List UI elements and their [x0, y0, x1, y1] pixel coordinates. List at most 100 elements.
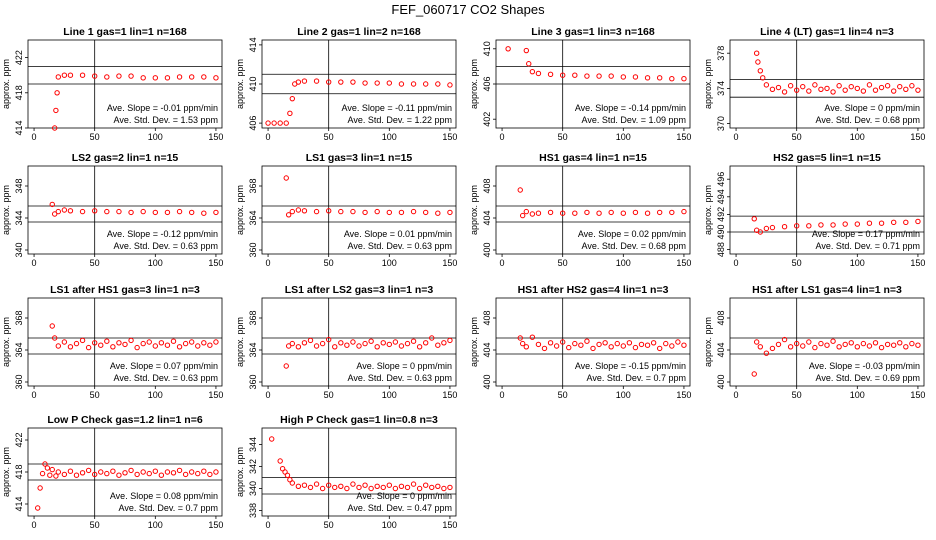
x-tick-label: 100: [382, 132, 397, 142]
plot-frame: [27, 297, 223, 387]
y-tick-label: 404: [482, 210, 492, 225]
data-point: [182, 340, 189, 347]
x-tick-label: 50: [324, 520, 334, 530]
data-point: [547, 209, 554, 216]
x-tick-label: 50: [792, 258, 802, 268]
y-tick-label: 406: [248, 116, 258, 131]
data-point: [656, 75, 663, 81]
plot-frame: [495, 297, 691, 387]
chart-panel: HS1 after LS1 gas=4 lin=1 n=3 0 50 100 150 40…: [703, 284, 925, 400]
data-point: [37, 485, 43, 491]
data-point: [848, 83, 854, 90]
data-point: [872, 340, 879, 346]
y-axis-label: approx. ppm: [235, 447, 245, 497]
panel-title: LS1 after LS2 gas=3 lin=1 n=3: [285, 284, 434, 296]
data-point: [669, 76, 675, 82]
x-tick-label: 0: [266, 132, 271, 142]
x-tick-label: 0: [500, 132, 505, 142]
data-point: [812, 344, 818, 351]
data-point: [188, 209, 195, 216]
data-point: [313, 343, 320, 349]
data-point: [559, 339, 566, 345]
data-point: [116, 340, 122, 346]
data-point: [374, 208, 380, 215]
y-tick-label: 414: [14, 120, 24, 135]
x-tick-label: 50: [792, 390, 802, 400]
data-point: [49, 466, 55, 473]
data-point: [848, 340, 854, 346]
x-tick-label: 100: [616, 390, 631, 400]
data-point: [176, 344, 183, 350]
data-point: [332, 484, 338, 491]
data-point: [140, 469, 146, 475]
plot-frame: [261, 427, 457, 517]
data-point: [152, 468, 159, 474]
data-point: [67, 468, 74, 474]
data-point: [325, 482, 332, 488]
panel-title: Line 2 gas=1 lin=2 n=168: [297, 26, 421, 38]
data-point: [164, 342, 171, 348]
data-point: [757, 229, 764, 235]
x-tick-label: 0: [500, 258, 505, 268]
panel-title: Line 4 (LT) gas=1 lin=4 n=3: [760, 26, 894, 38]
data-point: [307, 337, 314, 344]
std-annotation: Ave. Std. Dev. = 0.7 ppm: [587, 373, 686, 383]
data-point: [398, 209, 405, 216]
data-point: [140, 75, 146, 81]
data-point: [842, 221, 848, 227]
data-point: [332, 344, 338, 350]
data-point: [866, 220, 873, 226]
x-tick-label: 100: [148, 520, 163, 530]
data-point: [116, 73, 122, 79]
data-point: [146, 339, 152, 345]
data-point: [590, 345, 596, 352]
data-point: [650, 340, 657, 346]
data-point: [866, 343, 873, 349]
data-point: [626, 340, 633, 346]
data-point: [350, 339, 356, 345]
data-point: [897, 340, 903, 346]
chart-panel: LS1 after LS2 gas=3 lin=1 n=3 0 50 100 150 36…: [235, 284, 457, 400]
data-point: [608, 344, 614, 350]
data-point: [800, 343, 806, 349]
chart-panel: High P Check gas=1 lin=0.8 n=3 0 50 100 150 3…: [235, 414, 457, 530]
data-point: [319, 485, 326, 492]
y-axis-label: approx. ppm: [469, 59, 479, 109]
data-point: [44, 465, 51, 471]
data-point: [176, 208, 183, 215]
data-point: [903, 86, 909, 92]
data-point: [830, 338, 836, 344]
x-tick-label: 50: [90, 520, 100, 530]
data-point: [51, 125, 58, 131]
data-point: [535, 341, 542, 348]
data-point: [517, 335, 523, 341]
y-tick-label: 368: [248, 310, 258, 325]
data-point: [98, 469, 104, 475]
y-axis-label: approx. ppm: [235, 317, 245, 367]
data-point: [842, 341, 848, 348]
panel-title: HS2 gas=5 lin=1 n=15: [773, 152, 881, 164]
data-point: [289, 480, 296, 486]
y-tick-label: 340: [248, 481, 258, 496]
data-point: [781, 224, 788, 230]
data-point: [110, 344, 116, 350]
data-point: [392, 339, 399, 345]
slope-annotation: Ave. Slope = 0.02 ppm/min: [578, 229, 686, 239]
data-point: [404, 340, 411, 347]
data-point: [572, 210, 578, 216]
panel-title: Line 3 gas=1 lin=3 n=168: [531, 26, 655, 38]
std-annotation: Ave. Std. Dev. = 0.68 ppm: [582, 241, 686, 251]
data-point: [760, 75, 766, 81]
chart-panel: Line 4 (LT) gas=1 lin=4 n=3 0 50 100 150 370 3…: [703, 26, 925, 142]
data-point: [79, 470, 86, 476]
data-point: [269, 436, 275, 442]
data-point: [632, 344, 639, 351]
plot-frame: [729, 39, 925, 129]
data-point: [42, 461, 48, 467]
data-point: [152, 343, 159, 349]
y-tick-label: 360: [248, 374, 258, 389]
data-point: [523, 47, 530, 54]
x-tick-label: 50: [324, 132, 334, 142]
x-tick-label: 0: [32, 258, 37, 268]
